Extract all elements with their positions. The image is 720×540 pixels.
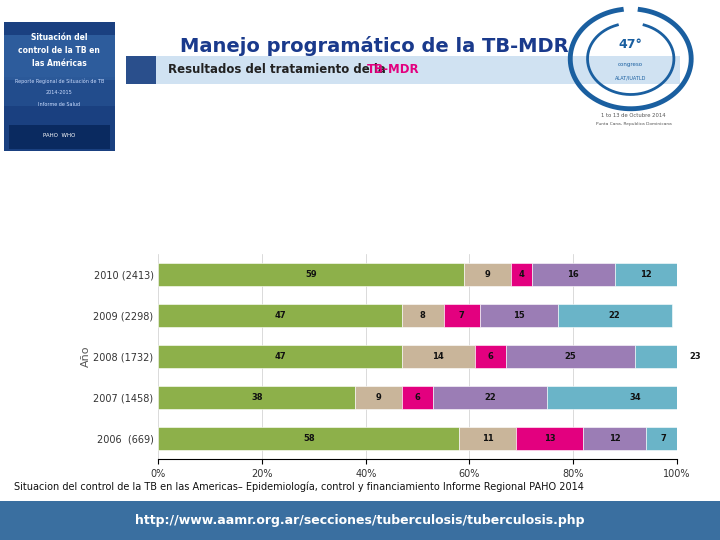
Bar <box>158 386 356 409</box>
Text: TB-MDR: TB-MDR <box>367 63 420 76</box>
Bar <box>583 427 646 450</box>
Legend: Éxito, Fallecido, Fracaso, Pérdida al seguimiento., No Evaluados: Éxito, Fallecido, Fracaso, Pérdida al se… <box>252 500 583 516</box>
Bar <box>444 304 480 327</box>
Text: 23: 23 <box>689 352 701 361</box>
Text: Manejo programático de la TB-MDR: Manejo programático de la TB-MDR <box>180 36 569 56</box>
Text: Situación del: Situación del <box>31 32 88 42</box>
Text: 16: 16 <box>567 270 579 279</box>
Bar <box>158 427 459 450</box>
Text: 7: 7 <box>459 311 464 320</box>
Text: Reporte Regional de Situación de TB: Reporte Regional de Situación de TB <box>14 78 104 84</box>
Text: 12: 12 <box>640 270 652 279</box>
Bar <box>402 345 474 368</box>
Bar <box>402 386 433 409</box>
Bar <box>474 345 505 368</box>
Bar <box>516 427 583 450</box>
Text: 6: 6 <box>487 352 493 361</box>
Text: 11: 11 <box>482 434 493 443</box>
Text: 34: 34 <box>629 393 641 402</box>
Bar <box>126 56 156 84</box>
Text: 1 to 13 de Octubre 2014: 1 to 13 de Octubre 2014 <box>601 113 666 118</box>
Text: 15: 15 <box>513 311 525 320</box>
Text: 22: 22 <box>608 311 621 320</box>
Text: Situacion del control de la TB en las Americas– Epidemiología, control y financi: Situacion del control de la TB en las Am… <box>14 481 584 492</box>
Text: 9: 9 <box>485 270 490 279</box>
Bar <box>635 345 720 368</box>
Bar <box>531 263 615 286</box>
Bar <box>158 304 402 327</box>
Text: congreso: congreso <box>618 62 643 68</box>
Text: 12: 12 <box>608 434 621 443</box>
Bar <box>459 427 516 450</box>
Text: 14: 14 <box>433 352 444 361</box>
Bar <box>158 345 402 368</box>
Text: 7: 7 <box>661 434 667 443</box>
Text: Punta Cana, Republica Dominicana: Punta Cana, Republica Dominicana <box>595 122 672 126</box>
Bar <box>464 263 511 286</box>
Text: 22: 22 <box>485 393 496 402</box>
Bar <box>9 125 109 148</box>
Text: Informe de Salud: Informe de Salud <box>38 102 81 107</box>
Text: 8: 8 <box>420 311 426 320</box>
Text: control de la TB en: control de la TB en <box>19 45 100 55</box>
Text: 6: 6 <box>415 393 420 402</box>
Text: 9: 9 <box>376 393 382 402</box>
Text: Resultados del tratamiento de la: Resultados del tratamiento de la <box>168 63 390 76</box>
Text: 47: 47 <box>274 352 286 361</box>
Bar <box>433 386 547 409</box>
Bar <box>4 35 115 80</box>
Text: ALAT/IUATLD: ALAT/IUATLD <box>615 76 647 80</box>
Text: PAHO  WHO: PAHO WHO <box>43 133 76 138</box>
Bar <box>356 386 402 409</box>
Text: 47: 47 <box>274 311 286 320</box>
Text: 25: 25 <box>564 352 577 361</box>
Bar <box>402 304 444 327</box>
Text: 13: 13 <box>544 434 556 443</box>
Text: 58: 58 <box>303 434 315 443</box>
Text: las Américas: las Américas <box>32 58 87 68</box>
Text: 47°: 47° <box>618 38 643 51</box>
Bar <box>505 345 635 368</box>
Text: 59: 59 <box>305 270 317 279</box>
Text: http://www.aamr.org.ar/secciones/tuberculosis/tuberculosis.php: http://www.aamr.org.ar/secciones/tubercu… <box>135 514 585 527</box>
Bar <box>480 304 557 327</box>
Bar <box>557 304 672 327</box>
Bar <box>511 263 531 286</box>
Bar <box>547 386 720 409</box>
Y-axis label: Año: Año <box>81 346 91 367</box>
Text: 38: 38 <box>251 393 263 402</box>
Text: 4: 4 <box>518 270 524 279</box>
Bar <box>615 263 677 286</box>
Text: 2014-2015: 2014-2015 <box>46 90 73 96</box>
Bar <box>158 263 464 286</box>
Bar <box>4 77 115 106</box>
Bar <box>646 427 682 450</box>
